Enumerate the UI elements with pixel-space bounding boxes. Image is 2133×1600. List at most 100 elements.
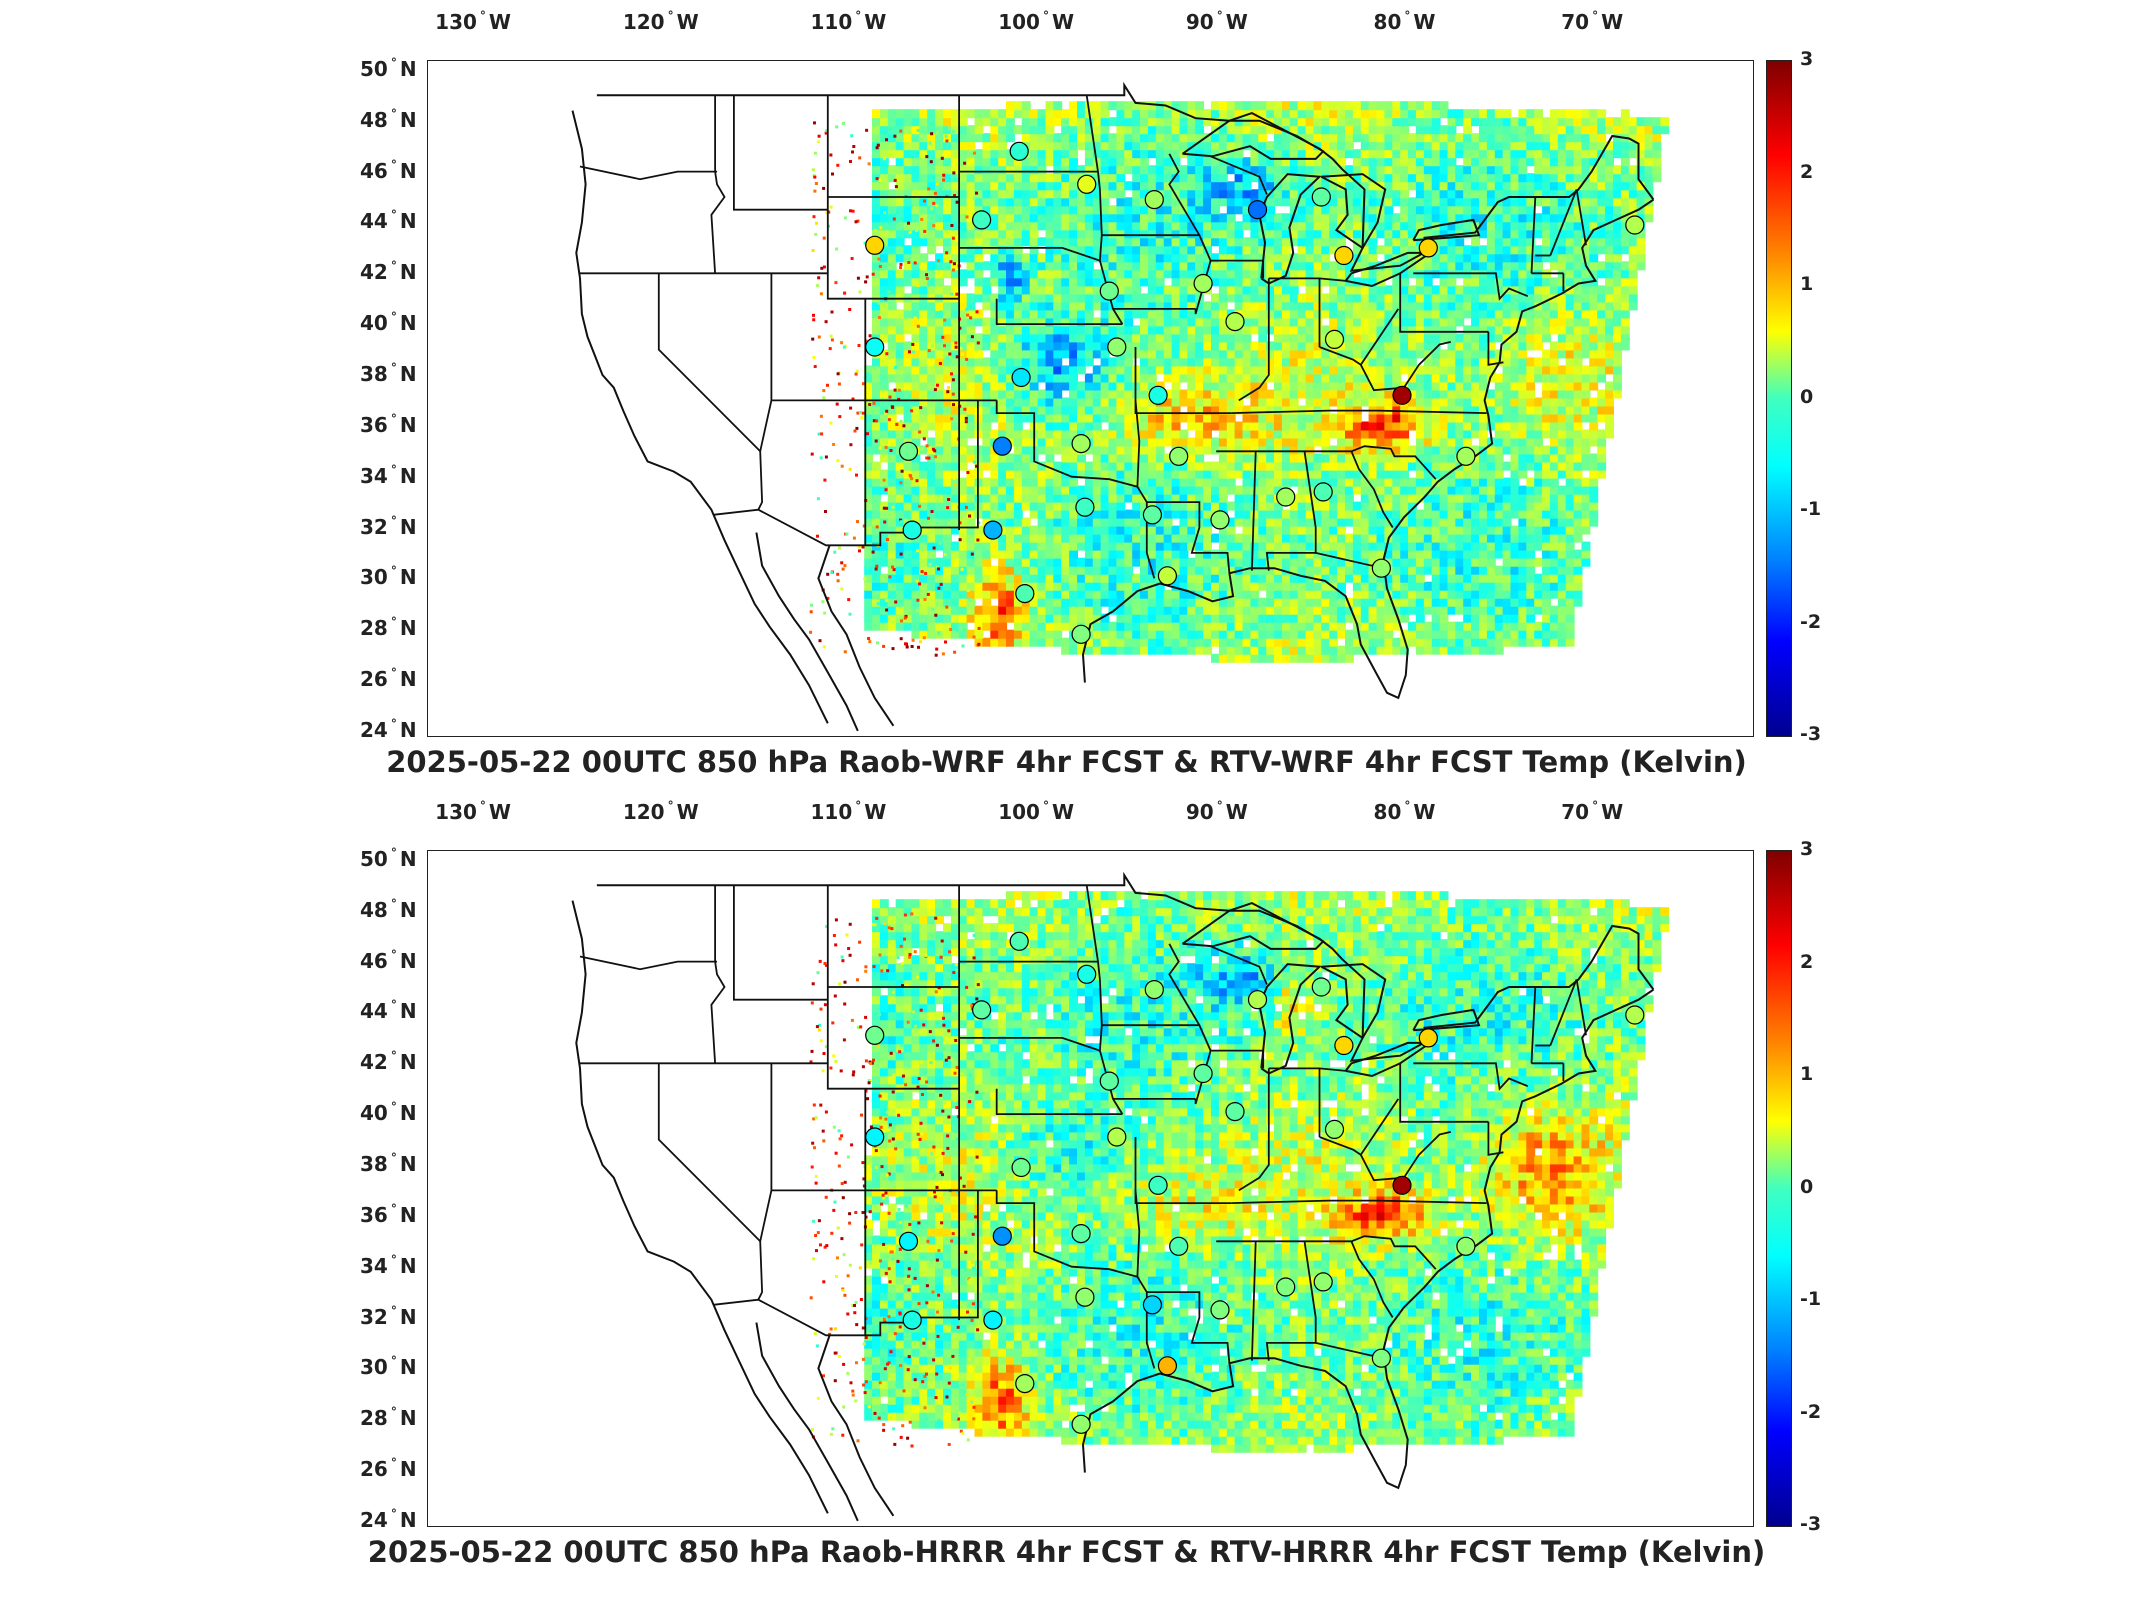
lat-tick-label: 34 ° N [360, 1252, 417, 1278]
station-marker [1011, 367, 1031, 388]
lat-tick-label: 26 ° N [360, 1456, 417, 1482]
lat-tick-label: 30 ° N [360, 564, 417, 590]
lon-tick-label: 90 ° W [1185, 9, 1248, 34]
lat-tick-label: 40 ° N [360, 1100, 417, 1126]
temperature-field [809, 891, 1670, 1453]
station-marker [1099, 1071, 1119, 1091]
lat-tick-label: 28 ° N [360, 615, 417, 641]
colorbar-tick-label: 1 [1800, 1063, 1814, 1085]
lon-tick-label: 80 ° W [1373, 799, 1436, 824]
station-marker [1276, 487, 1296, 507]
lon-tick-label: 80 ° W [1373, 9, 1436, 34]
colorbar [1766, 850, 1792, 1527]
station-marker [1107, 337, 1127, 357]
station-marker [1371, 558, 1392, 578]
state-boundaries [571, 81, 1655, 732]
lat-tick-label: 24 ° N [360, 1506, 417, 1532]
station-marker [1334, 1035, 1354, 1056]
panel-title: 2025-05-22 00UTC 850 hPa Raob-WRF 4hr FC… [386, 745, 1747, 779]
map-canvas [571, 81, 1670, 732]
station-marker [971, 1000, 992, 1020]
station-marker [902, 1310, 922, 1330]
station-marker [898, 1231, 919, 1251]
station-marker [1311, 977, 1331, 997]
station-marker [1071, 1224, 1091, 1244]
lon-tick-label: 70 ° W [1561, 799, 1624, 824]
colorbar-tick-label: 3 [1800, 838, 1814, 860]
station-marker [1456, 446, 1476, 466]
lon-tick-label: 110 ° W [810, 799, 887, 824]
station-marker [1011, 1157, 1031, 1178]
lat-tick-label: 26 ° N [360, 666, 417, 692]
lon-tick-label: 130 ° W [435, 799, 511, 824]
station-marker [1324, 329, 1345, 349]
lon-tick-label: 120 ° W [622, 9, 699, 34]
station-marker [1009, 141, 1029, 161]
station-marker [1247, 990, 1268, 1010]
lat-tick-label: 40 ° N [360, 310, 417, 336]
lat-tick-label: 50 ° N [360, 845, 417, 871]
station-marker [1324, 1119, 1345, 1139]
station-marker [1148, 1175, 1168, 1195]
lat-tick-label: 44 ° N [360, 208, 417, 234]
station-marker [1015, 583, 1035, 604]
station-marker [1210, 1300, 1230, 1320]
colorbar-tick-label: 2 [1800, 950, 1814, 973]
station-marker [1210, 510, 1230, 530]
colorbar-tick-label: -3 [1800, 723, 1822, 745]
station-marker [1157, 566, 1178, 586]
lat-tick-label: 32 ° N [360, 513, 417, 539]
station-marker [1193, 1063, 1213, 1084]
station-marker [1313, 1272, 1333, 1292]
station-marker [1392, 1175, 1412, 1195]
station-marker [1456, 1236, 1476, 1256]
colorbar-tick-label: -1 [1800, 498, 1822, 520]
lon-tick-label: 120 ° W [622, 799, 699, 824]
lat-tick-label: 38 ° N [360, 1150, 417, 1176]
colorbar-tick-label: 0 [1800, 385, 1814, 408]
lat-tick-label: 42 ° N [360, 259, 417, 285]
temperature-field [809, 101, 1670, 663]
map-canvas [571, 871, 1670, 1522]
map-frame [427, 60, 1754, 737]
lat-tick-label: 46 ° N [360, 157, 417, 183]
station-marker [1071, 434, 1091, 454]
station-marker [1276, 1277, 1296, 1297]
colorbar-tick-label: -1 [1800, 1288, 1822, 1310]
lat-tick-label: 36 ° N [360, 1201, 417, 1227]
colorbar-tick-label: 1 [1800, 273, 1814, 295]
station-marker [1157, 1356, 1178, 1376]
station-marker [1142, 1295, 1163, 1315]
station-marker [898, 441, 919, 461]
station-marker [1311, 187, 1331, 207]
station-marker [1009, 931, 1029, 951]
map-panel-wrf: 130 ° W 120 ° W 110 ° W 100 ° W 90 ° W 80 ° W 70 ° W 50 ° N 48 °… [360, 9, 1822, 779]
lat-tick-label: 48 ° N [360, 106, 417, 132]
colorbar-tick-label: 0 [1800, 1175, 1814, 1198]
station-marker [1625, 215, 1645, 235]
station-marker [1015, 1373, 1035, 1394]
colorbar-tick-label: 3 [1800, 48, 1814, 70]
station-marker [865, 1127, 885, 1147]
station-marker [1334, 245, 1354, 266]
panel-title: 2025-05-22 00UTC 850 hPa Raob-HRRR 4hr F… [367, 1535, 1766, 1569]
station-marker [1107, 1127, 1127, 1147]
station-marker [1099, 281, 1119, 301]
lat-tick-label: 28 ° N [360, 1405, 417, 1431]
station-marker [1392, 385, 1412, 405]
lat-tick-label: 42 ° N [360, 1049, 417, 1075]
station-marker [1144, 980, 1164, 1000]
station-marker [1142, 505, 1163, 525]
lat-tick-label: 48 ° N [360, 896, 417, 922]
lon-tick-label: 70 ° W [1561, 9, 1624, 34]
station-marker [992, 1226, 1012, 1246]
station-marker [983, 1310, 1003, 1330]
lat-tick-label: 46 ° N [360, 947, 417, 973]
station-marker [1077, 174, 1097, 194]
raob-stations [865, 141, 1645, 644]
lat-tick-label: 44 ° N [360, 998, 417, 1024]
colorbar-tick-label: 2 [1800, 160, 1814, 183]
station-marker [865, 337, 885, 357]
station-marker [1247, 200, 1268, 220]
station-marker [1193, 273, 1213, 294]
